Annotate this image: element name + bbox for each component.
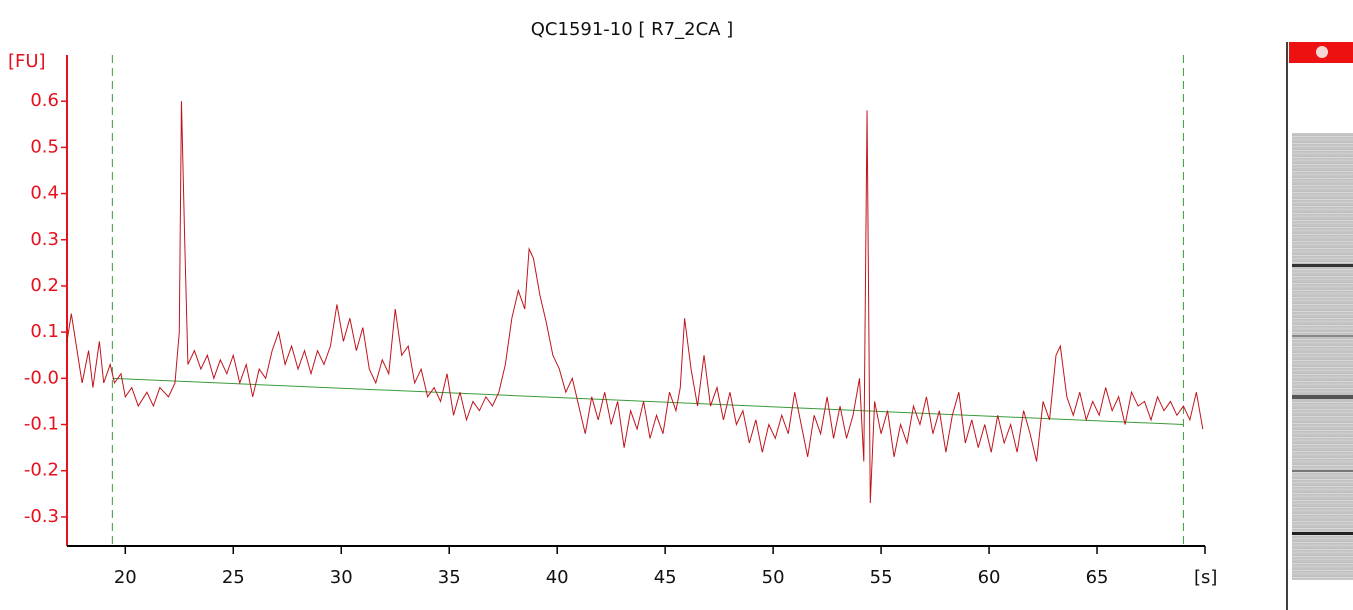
chart: QC1591-10 [ R7_2CA ] [FU] [s] -0.3 -0.2 -0… bbox=[0, 0, 1353, 610]
trace bbox=[67, 101, 1203, 503]
y-axis-label: [FU] bbox=[8, 51, 46, 72]
y-tick-label: 0.4 bbox=[30, 183, 59, 204]
x-tick-label: 25 bbox=[222, 567, 245, 588]
x-tick-label: 35 bbox=[438, 567, 461, 588]
x-tick-label: 20 bbox=[114, 567, 137, 588]
x-tick-label: 40 bbox=[546, 567, 569, 588]
y-tick-label: 0.1 bbox=[30, 321, 59, 342]
y-tick-label: -0.1 bbox=[24, 414, 59, 435]
y-tick-label: 0.2 bbox=[30, 275, 59, 296]
x-tick-label: 60 bbox=[978, 567, 1001, 588]
y-tick-label: 0.6 bbox=[30, 90, 59, 111]
chart-title: QC1591-10 [ R7_2CA ] bbox=[531, 19, 733, 40]
x-tick-label: 45 bbox=[654, 567, 677, 588]
y-tick-label: -0.2 bbox=[24, 460, 59, 481]
x-tick-label: 30 bbox=[330, 567, 353, 588]
y-tick-label: -0.0 bbox=[24, 367, 59, 388]
y-tick-label: 0.5 bbox=[30, 136, 59, 157]
x-tick-label: 65 bbox=[1086, 567, 1109, 588]
x-tick-label: 50 bbox=[762, 567, 785, 588]
y-tick-label: -0.3 bbox=[24, 506, 59, 527]
x-axis-label: [s] bbox=[1194, 567, 1217, 588]
x-tick-label: 55 bbox=[870, 567, 893, 588]
gel-lane bbox=[1287, 42, 1353, 610]
y-tick-label: 0.3 bbox=[30, 229, 59, 250]
